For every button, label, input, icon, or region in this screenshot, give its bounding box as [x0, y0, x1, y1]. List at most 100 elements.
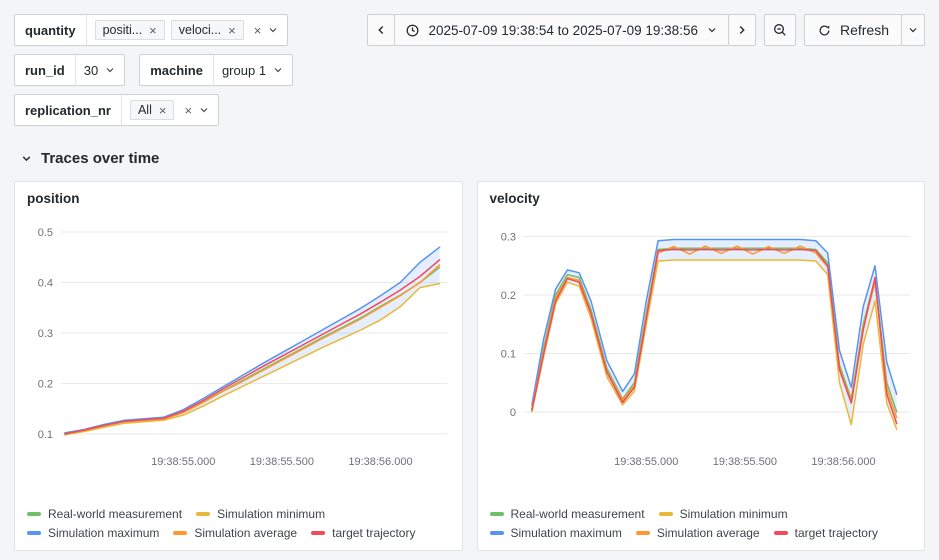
run-id-filter-label: run_id — [15, 55, 76, 85]
legend-series-label: target trajectory — [332, 526, 416, 540]
series-line — [530, 238, 897, 406]
machine-filter-label: machine — [140, 55, 214, 85]
x-axis-tick-label: 19:38:56.000 — [348, 456, 412, 468]
legend-item[interactable]: Simulation maximum — [27, 526, 159, 540]
y-axis-tick-label: 0.5 — [38, 227, 53, 239]
series-line — [530, 259, 897, 431]
chevron-left-icon — [378, 26, 384, 34]
refresh-icon — [819, 25, 830, 35]
legend-series-marker — [311, 531, 326, 535]
panel-position: position 0.1 0.2 0.3 0.4 0.5 19:38:55.000 19:3… — [14, 181, 463, 551]
y-axis-tick-label: 0.3 — [38, 328, 53, 340]
x-axis-tick-label: 19:38:55.500 — [250, 456, 314, 468]
series-line — [64, 264, 441, 435]
legend-item[interactable]: Simulation average — [173, 526, 297, 540]
legend-series-label: Real-world measurement — [510, 507, 645, 521]
series-line — [64, 266, 441, 435]
y-axis-tick-label: 0.1 — [500, 348, 515, 360]
legend: Real-world measurement Simulation minimum… — [478, 503, 925, 550]
legend-series-marker — [635, 531, 650, 535]
chevron-down-icon — [272, 64, 284, 76]
legend-series-marker — [658, 512, 673, 516]
velocity-chart[interactable]: 0 0.1 0.2 0.3 19:38:55.000 19:38:55.500 19:38:… — [478, 208, 925, 474]
y-axis-tick-label: 0.2 — [38, 378, 53, 390]
y-axis-tick-label: 0.3 — [500, 232, 515, 244]
time-shift-forward-button[interactable] — [727, 14, 756, 46]
machine-selected: group 1 — [221, 62, 267, 78]
panel-velocity: velocity 0 0.1 0.2 0.3 19:38:55.000 19:38:55.… — [476, 181, 925, 551]
chevron-down-icon — [104, 64, 116, 76]
position-chart[interactable]: 0.1 0.2 0.3 0.4 0.5 19:38:55.000 19:38:55.500 1… — [15, 208, 462, 474]
machine-filter: machine group 1 — [139, 54, 294, 86]
series-line — [530, 248, 897, 425]
machine-filter-value[interactable]: group 1 — [214, 55, 292, 85]
series-line — [64, 259, 441, 435]
panel-title[interactable]: velocity — [489, 191, 540, 206]
y-axis-tick-label: 0.4 — [38, 278, 53, 290]
y-axis-tick-label: 0.1 — [38, 429, 53, 441]
quantity-filter: quantity positi... × veloci... × × — [14, 14, 289, 46]
filter-pill-velocity[interactable]: veloci... × — [170, 20, 244, 40]
chevron-down-icon — [909, 28, 917, 33]
refresh-interval-dropdown[interactable] — [901, 14, 925, 46]
confidence-band — [64, 247, 440, 435]
legend-item[interactable]: Simulation minimum — [196, 507, 325, 521]
series-line — [64, 246, 441, 434]
panels-row: position 0.1 0.2 0.3 0.4 0.5 19:38:55.000 19:3… — [0, 181, 939, 551]
time-range-picker[interactable]: 2025-07-09 19:38:54 to 2025-07-09 19:38:… — [394, 14, 729, 46]
section-title: Traces over time — [41, 150, 160, 167]
replication-nr-filter: replication_nr All × × — [14, 94, 220, 126]
clock-icon — [407, 24, 419, 36]
chevron-down-icon — [198, 104, 210, 116]
filter-pill-all[interactable]: All × — [129, 100, 175, 120]
run-id-selected: 30 — [83, 62, 99, 78]
chevron-down-icon — [267, 24, 279, 36]
legend-series-marker — [773, 531, 788, 535]
x-axis-tick-label: 19:38:55.000 — [151, 456, 215, 468]
series-line — [64, 282, 441, 436]
replication-nr-filter-label: replication_nr — [15, 95, 122, 125]
row-traces-over-time[interactable]: Traces over time — [0, 134, 939, 181]
legend-series-label: target trajectory — [794, 526, 878, 540]
legend-series-marker — [27, 531, 41, 535]
legend-item[interactable]: target trajectory — [773, 526, 878, 540]
refresh-button[interactable]: Refresh — [803, 14, 902, 46]
run-id-filter-value[interactable]: 30 — [76, 55, 124, 85]
panel-title[interactable]: position — [27, 191, 80, 206]
x-axis-tick-label: 19:38:55.500 — [712, 456, 776, 468]
replication-nr-filter-value[interactable]: All × × — [122, 95, 218, 125]
chevron-down-icon — [22, 156, 31, 162]
legend-item[interactable]: Simulation minimum — [658, 507, 788, 521]
filter-pill-position[interactable]: positi... × — [94, 20, 165, 40]
legend-item[interactable]: Real-world measurement — [27, 507, 182, 521]
clear-all-icon[interactable]: × — [184, 102, 193, 118]
series-line — [530, 247, 897, 413]
time-tools: 2025-07-09 19:38:54 to 2025-07-09 19:38:… — [367, 14, 925, 46]
x-axis-tick-label: 19:38:56.000 — [811, 456, 875, 468]
y-axis-tick-label: 0.2 — [500, 290, 515, 302]
legend-series-label: Simulation average — [194, 526, 298, 540]
x-axis-tick-label: 19:38:55.000 — [614, 456, 678, 468]
chevron-down-icon — [708, 28, 716, 33]
quantity-filter-value[interactable]: positi... × veloci... × × — [87, 15, 288, 45]
filter-pill-label: All — [137, 103, 152, 117]
filter-pill-label: positi... — [102, 23, 143, 37]
legend-series-label: Simulation average — [656, 526, 760, 540]
refresh-button-label: Refresh — [839, 22, 889, 38]
quantity-filter-label: quantity — [15, 15, 87, 45]
legend-series-marker — [27, 512, 41, 516]
time-zoom-out-button[interactable] — [763, 14, 796, 46]
legend-item[interactable]: Simulation average — [635, 526, 760, 540]
close-icon[interactable]: × — [228, 22, 236, 38]
legend-item[interactable]: Simulation maximum — [489, 526, 622, 540]
legend-item[interactable]: target trajectory — [311, 526, 415, 540]
close-icon[interactable]: × — [149, 22, 157, 38]
filter-pill-label: veloci... — [178, 23, 222, 37]
clear-all-icon[interactable]: × — [253, 22, 262, 38]
chevron-right-icon — [739, 26, 745, 34]
legend-series-marker — [489, 531, 504, 535]
legend-item[interactable]: Real-world measurement — [489, 507, 645, 521]
close-icon[interactable]: × — [158, 102, 167, 118]
time-shift-back-button[interactable] — [367, 14, 396, 46]
legend-series-label: Simulation maximum — [48, 526, 160, 540]
